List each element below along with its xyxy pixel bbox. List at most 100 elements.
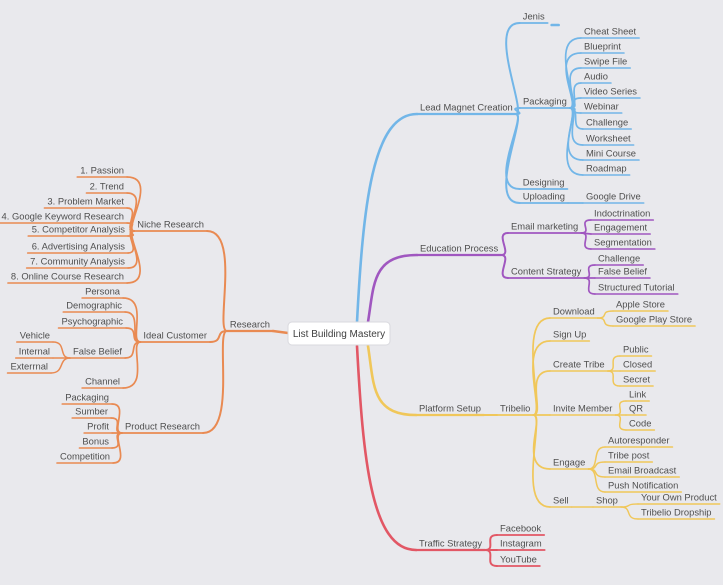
node-6-advertising-analysis[interactable]: 6. Advertising Analysis: [26, 241, 129, 254]
node-segmentation[interactable]: Segmentation: [590, 237, 656, 250]
node-8-online-course-research[interactable]: 8. Online Course Research: [7, 271, 128, 284]
node-3-problem-market[interactable]: 3. Problem Market: [43, 196, 128, 209]
node-platform-setup[interactable]: Platform Setup: [414, 403, 486, 417]
label-structured-tutorial: Structured Tutorial: [598, 282, 675, 293]
node-content-strategy[interactable]: Content Strategy: [507, 266, 586, 279]
node-google-play-store[interactable]: Google Play Store: [612, 314, 696, 327]
node-5-competitor-analysis[interactable]: 5. Competitor Analysis: [27, 224, 129, 237]
node-psychographic[interactable]: Psychographic: [57, 316, 127, 329]
node-engagement[interactable]: Engagement: [590, 222, 651, 235]
connector-traffic-strategy: [355, 344, 418, 552]
node-false-belief[interactable]: False Belief: [594, 266, 651, 279]
node-swipe-file[interactable]: Swipe File: [580, 56, 632, 69]
node-uploading[interactable]: Uploading: [518, 191, 569, 204]
node-demographic[interactable]: Demographic: [62, 300, 126, 313]
node-profit[interactable]: Profit: [83, 421, 113, 434]
label-push-notification: Push Notification: [608, 480, 678, 491]
node-ideal-customer[interactable]: Ideal Customer: [139, 330, 211, 343]
node-apple-store[interactable]: Apple Store: [612, 299, 669, 312]
node-education-process[interactable]: Education Process: [415, 243, 503, 257]
root-node[interactable]: List Building Mastery: [287, 321, 391, 346]
label-engagement: Engagement: [594, 222, 648, 233]
label-segmentation: Segmentation: [594, 237, 652, 248]
node-instagram[interactable]: Instagram: [496, 538, 546, 551]
connector-research: [271, 329, 290, 335]
label-blueprint: Blueprint: [584, 41, 621, 52]
node-email-marketing[interactable]: Email marketing: [507, 221, 583, 234]
node-download[interactable]: Download: [549, 306, 599, 319]
node-channel[interactable]: Channel: [81, 376, 124, 389]
node-structured-tutorial[interactable]: Structured Tutorial: [594, 282, 679, 295]
label-tribelio-dropship: Tribelio Dropship: [641, 507, 712, 518]
node-create-tribe[interactable]: Create Tribe: [549, 359, 609, 372]
node-tribelio-dropship[interactable]: Tribelio Dropship: [637, 507, 716, 520]
label-uploading: Uploading: [523, 191, 565, 202]
node-invite-member[interactable]: Invite Member: [549, 403, 617, 416]
label-cheat-sheet: Cheat Sheet: [584, 26, 637, 37]
node-challenge[interactable]: Challenge: [594, 253, 645, 266]
node-cheat-sheet[interactable]: Cheat Sheet: [580, 26, 640, 39]
node-link[interactable]: Link: [625, 389, 650, 402]
label-persona: Persona: [85, 286, 121, 297]
label-challenge: Challenge: [598, 253, 640, 264]
node-traffic-strategy[interactable]: Traffic Strategy: [414, 538, 487, 552]
node-roadmap[interactable]: Roadmap: [582, 163, 631, 176]
node-code[interactable]: Code: [625, 418, 656, 431]
node-your-own-product[interactable]: Your Own Product: [637, 492, 721, 505]
node-push-notification[interactable]: Push Notification: [604, 480, 683, 493]
node-2-trend[interactable]: 2. Trend: [85, 181, 128, 194]
label-jenis: Jenis: [523, 11, 545, 22]
node-closed[interactable]: Closed: [619, 359, 656, 372]
node-internal[interactable]: Internal: [14, 346, 54, 359]
node-audio[interactable]: Audio: [580, 71, 612, 84]
node-google-drive[interactable]: Google Drive: [582, 191, 645, 204]
node-qr[interactable]: QR: [625, 403, 647, 416]
node-video-series[interactable]: Video Series: [580, 86, 641, 99]
connector-secret: [607, 370, 621, 387]
label-download: Download: [553, 306, 595, 317]
node-7-community-analysis[interactable]: 7. Community Analysis: [25, 256, 129, 269]
node-niche-research[interactable]: Niche Research: [133, 219, 208, 232]
node-product-research[interactable]: Product Research: [121, 421, 204, 434]
node-packaging[interactable]: Packaging: [519, 96, 571, 109]
node-tribe-post[interactable]: Tribe post: [604, 450, 654, 463]
node-indoctrination[interactable]: Indoctrination: [590, 208, 655, 221]
node-exterrnal[interactable]: Exterrnal: [6, 361, 52, 374]
node-mini-course[interactable]: Mini Course: [582, 148, 640, 161]
node-sumber[interactable]: Sumber: [71, 406, 112, 419]
node-jenis[interactable]: Jenis: [518, 11, 560, 27]
label-6-advertising-analysis: 6. Advertising Analysis: [32, 241, 126, 252]
node-research[interactable]: Research: [225, 319, 275, 333]
node-challenge[interactable]: Challenge: [582, 117, 633, 130]
node-sell[interactable]: Sell: [549, 495, 573, 508]
node-sign-up[interactable]: Sign Up: [549, 329, 591, 342]
node-worksheet[interactable]: Worksheet: [582, 133, 635, 146]
node-bonus[interactable]: Bonus: [78, 436, 113, 449]
node-autoresponder[interactable]: Autoresponder: [604, 435, 674, 448]
node-blueprint[interactable]: Blueprint: [580, 41, 625, 54]
node-youtube[interactable]: YouTube: [496, 554, 541, 567]
node-designing[interactable]: Designing: [518, 177, 569, 190]
node-engage[interactable]: Engage: [549, 457, 590, 470]
node-webinar[interactable]: Webinar: [580, 101, 623, 114]
node-facebook[interactable]: Facebook: [496, 523, 546, 536]
label-4-google-keyword-research: 4. Google Keyword Research: [2, 211, 124, 222]
node-public[interactable]: Public: [619, 344, 653, 357]
node-packaging[interactable]: Packaging: [61, 392, 113, 405]
node-lead-magnet-creation[interactable]: Lead Magnet Creation: [415, 102, 517, 116]
node-false-belief[interactable]: False Belief: [69, 346, 126, 359]
node-competition[interactable]: Competition: [56, 451, 114, 464]
node-persona[interactable]: Persona: [81, 286, 124, 299]
label-autoresponder: Autoresponder: [608, 435, 670, 446]
node-email-broadcast[interactable]: Email Broadcast: [604, 465, 681, 478]
label-ideal-customer: Ideal Customer: [143, 330, 207, 341]
node-tribelio[interactable]: Tribelio: [496, 403, 535, 416]
node-1-passion[interactable]: 1. Passion: [76, 165, 128, 178]
label-channel: Channel: [85, 376, 120, 387]
node-vehicle[interactable]: Vehicle: [16, 330, 54, 343]
label-platform-setup: Platform Setup: [419, 403, 481, 414]
connector-exterrnal: [50, 357, 71, 374]
node-secret[interactable]: Secret: [619, 374, 654, 387]
node-4-google-keyword-research[interactable]: 4. Google Keyword Research: [0, 211, 128, 224]
node-shop[interactable]: Shop: [592, 495, 622, 508]
